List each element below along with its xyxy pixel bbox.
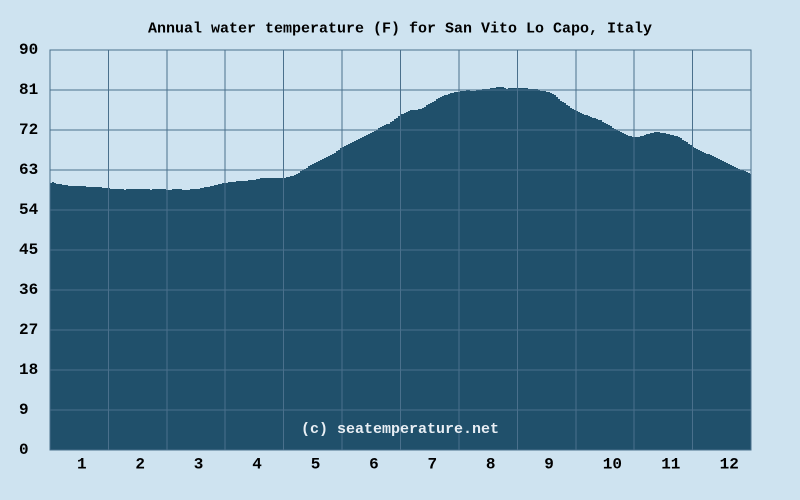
svg-text:4: 4 bbox=[252, 456, 262, 474]
svg-text:Annual water temperature (F) f: Annual water temperature (F) for San Vit… bbox=[148, 21, 652, 38]
svg-text:8: 8 bbox=[486, 456, 496, 474]
svg-text:36: 36 bbox=[19, 281, 38, 299]
svg-text:54: 54 bbox=[19, 201, 39, 219]
svg-text:0: 0 bbox=[19, 441, 29, 459]
svg-text:(c) seatemperature.net: (c) seatemperature.net bbox=[301, 421, 499, 438]
svg-text:3: 3 bbox=[194, 456, 204, 474]
svg-text:27: 27 bbox=[19, 321, 38, 339]
svg-text:5: 5 bbox=[311, 456, 321, 474]
svg-text:6: 6 bbox=[369, 456, 379, 474]
svg-text:45: 45 bbox=[19, 241, 38, 259]
svg-text:10: 10 bbox=[603, 456, 622, 474]
svg-text:7: 7 bbox=[428, 456, 438, 474]
svg-text:11: 11 bbox=[661, 456, 680, 474]
svg-text:2: 2 bbox=[135, 456, 145, 474]
svg-text:9: 9 bbox=[544, 456, 554, 474]
svg-text:12: 12 bbox=[720, 456, 739, 474]
svg-text:81: 81 bbox=[19, 81, 38, 99]
svg-text:1: 1 bbox=[77, 456, 87, 474]
svg-text:18: 18 bbox=[19, 361, 38, 379]
svg-text:72: 72 bbox=[19, 121, 38, 139]
svg-text:90: 90 bbox=[19, 41, 38, 59]
svg-text:63: 63 bbox=[19, 161, 38, 179]
svg-text:9: 9 bbox=[19, 401, 29, 419]
